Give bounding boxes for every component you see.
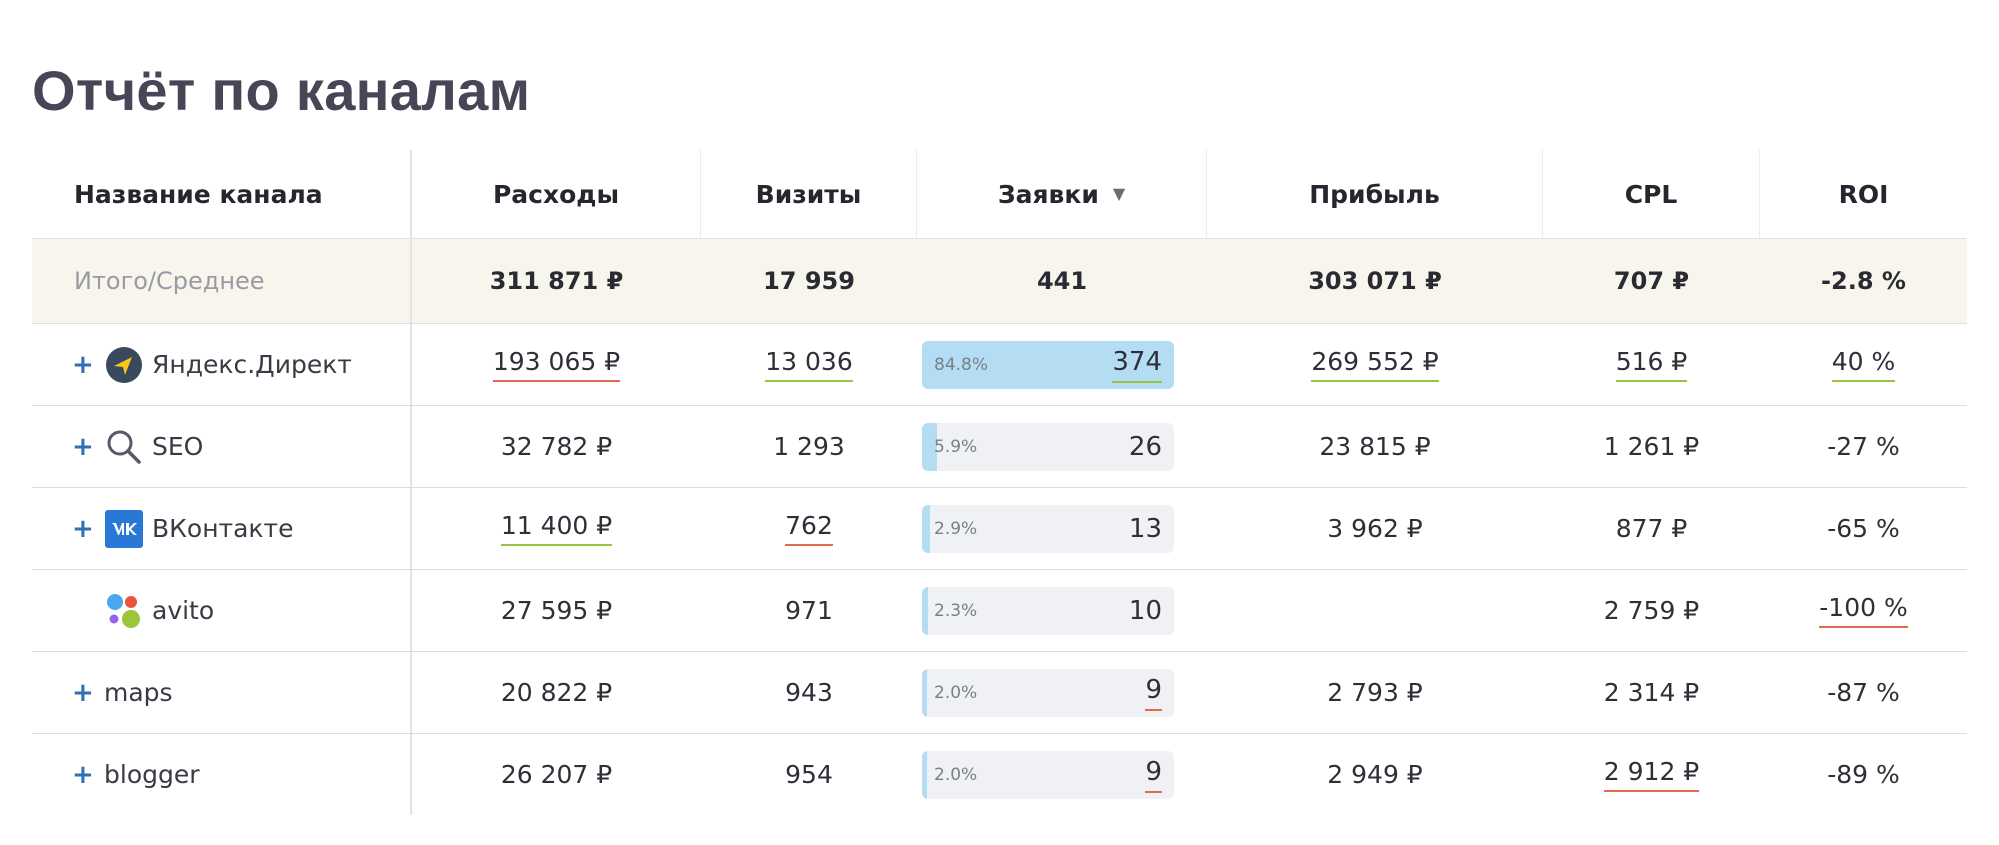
channel-cell: + blogger xyxy=(32,734,412,815)
leads-share-percent: 5.9% xyxy=(934,436,978,457)
channels-report-table: Название канала Расходы Визиты Заявки ▼ … xyxy=(32,150,1967,815)
expand-row-button[interactable]: + xyxy=(72,349,94,380)
leads-count: 10 xyxy=(1128,595,1162,626)
vk-logo-icon xyxy=(104,509,144,549)
column-header-roi[interactable]: ROI xyxy=(1838,179,1889,209)
channel-cell: + ВКонтакте xyxy=(32,488,412,569)
expand-row-button[interactable]: + xyxy=(72,759,94,790)
expand-row-button[interactable]: + xyxy=(72,431,94,462)
profit-value: 2 949 ₽ xyxy=(1327,760,1423,789)
cpl-value: 2 759 ₽ xyxy=(1603,596,1700,625)
leads-count: 13 xyxy=(1128,513,1162,544)
totals-row: Итого/Среднее 311 871 ₽ 17 959 441 303 0… xyxy=(32,239,1967,324)
table-row: avito 27 595 ₽ 971 2.3% 10 2 759 ₽ -100 … xyxy=(32,570,1967,652)
channel-name: maps xyxy=(104,678,173,707)
table-header-row: Название канала Расходы Визиты Заявки ▼ … xyxy=(32,150,1967,239)
roi-value[interactable]: -100 % xyxy=(1819,593,1908,628)
column-header-cpl[interactable]: CPL xyxy=(1543,150,1760,238)
channel-name: avito xyxy=(152,596,215,625)
profit-value: 23 815 ₽ xyxy=(1319,432,1431,461)
leads-count[interactable]: 374 xyxy=(1112,347,1162,383)
totals-roi: -2.8 % xyxy=(1821,267,1906,295)
visits-value: 1 293 xyxy=(773,432,845,461)
leads-share-bar: 2.0% 9 xyxy=(922,668,1174,717)
leads-share-bar: 5.9% 26 xyxy=(922,422,1174,471)
cpl-value: 877 ₽ xyxy=(1615,514,1688,543)
cpl-value: 1 261 ₽ xyxy=(1603,432,1700,461)
column-header-expenses[interactable]: Расходы xyxy=(412,150,701,238)
totals-leads: 441 xyxy=(1036,267,1088,295)
expenses-value[interactable]: 11 400 ₽ xyxy=(500,511,613,546)
leads-share-bar: 84.8% 374 xyxy=(922,340,1174,389)
yandex-direct-logo-icon xyxy=(104,345,144,385)
table-row: + blogger 26 207 ₽ 954 2.0% 9 2 949 ₽ 2 … xyxy=(32,734,1967,815)
leads-share-bar-fill xyxy=(922,422,938,471)
channel-name: Яндекс.Директ xyxy=(152,350,352,379)
roi-value: -65 % xyxy=(1827,514,1900,543)
leads-share-bar: 2.9% 13 xyxy=(922,504,1174,553)
avito-logo-icon xyxy=(104,591,144,631)
channel-name: blogger xyxy=(104,760,200,789)
search-icon xyxy=(104,427,144,467)
channel-cell: + maps xyxy=(32,652,412,733)
leads-count: 26 xyxy=(1128,431,1162,462)
roi-value: -27 % xyxy=(1827,432,1900,461)
expenses-value: 27 595 ₽ xyxy=(500,596,613,625)
profit-value[interactable]: 269 552 ₽ xyxy=(1311,347,1439,382)
leads-share-percent: 2.0% xyxy=(934,764,978,785)
sort-descending-icon[interactable]: ▼ xyxy=(1112,183,1126,203)
leads-share-bar-fill xyxy=(922,750,928,799)
totals-cpl: 707 ₽ xyxy=(1613,267,1690,295)
visits-value: 943 xyxy=(785,678,833,707)
profit-value: 3 962 ₽ xyxy=(1327,514,1423,543)
leads-share-percent: 2.0% xyxy=(934,682,978,703)
channel-name: SEO xyxy=(152,432,204,461)
column-header-visits[interactable]: Визиты xyxy=(701,150,917,238)
totals-label: Итого/Среднее xyxy=(32,239,412,323)
profit-value: 2 793 ₽ xyxy=(1327,678,1423,707)
expenses-value: 20 822 ₽ xyxy=(500,678,613,707)
cpl-value[interactable]: 2 912 ₽ xyxy=(1603,757,1700,792)
leads-share-percent: 84.8% xyxy=(934,354,989,375)
roi-value[interactable]: 40 % xyxy=(1831,347,1896,382)
totals-visits: 17 959 xyxy=(763,267,855,295)
leads-count[interactable]: 9 xyxy=(1145,675,1162,711)
column-header-leads[interactable]: Заявки ▼ xyxy=(917,150,1207,238)
visits-value[interactable]: 762 xyxy=(785,511,833,546)
table-row: + ВКонтакте 11 400 ₽ 762 2.9% 13 3 962 ₽… xyxy=(32,488,1967,570)
column-header-channel[interactable]: Название канала xyxy=(32,150,412,238)
leads-share-bar-fill xyxy=(922,504,930,553)
table-row: + SEO 32 782 ₽ 1 293 5.9% 26 23 815 ₽ 1 … xyxy=(32,406,1967,488)
cpl-value: 2 314 ₽ xyxy=(1603,678,1700,707)
column-header-leads-label: Заявки xyxy=(997,179,1099,209)
table-row: + maps 20 822 ₽ 943 2.0% 9 2 793 ₽ 2 314… xyxy=(32,652,1967,734)
roi-value: -87 % xyxy=(1827,678,1900,707)
leads-share-bar-fill xyxy=(922,668,928,717)
channel-cell: + Яндекс.Директ xyxy=(32,324,412,405)
roi-value: -89 % xyxy=(1827,760,1900,789)
leads-share-percent: 2.9% xyxy=(934,518,978,539)
leads-share-bar-fill xyxy=(922,586,929,635)
channel-cell: avito xyxy=(32,570,412,651)
page-title: Отчёт по каналам xyxy=(32,59,531,122)
expenses-value[interactable]: 193 065 ₽ xyxy=(492,347,621,382)
expand-row-button[interactable]: + xyxy=(72,677,94,708)
totals-profit: 303 071 ₽ xyxy=(1308,267,1442,295)
expenses-value: 32 782 ₽ xyxy=(500,432,613,461)
totals-expenses: 311 871 ₽ xyxy=(489,267,624,295)
cpl-value[interactable]: 516 ₽ xyxy=(1615,347,1688,382)
visits-value: 971 xyxy=(785,596,833,625)
expenses-value: 26 207 ₽ xyxy=(500,760,613,789)
table-row: + Яндекс.Директ 193 065 ₽ 13 036 84.8% 3… xyxy=(32,324,1967,406)
visits-value[interactable]: 13 036 xyxy=(765,347,853,382)
expand-row-button[interactable]: + xyxy=(72,513,94,544)
column-header-profit[interactable]: Прибыль xyxy=(1207,150,1543,238)
leads-share-bar: 2.3% 10 xyxy=(922,586,1174,635)
leads-share-bar: 2.0% 9 xyxy=(922,750,1174,799)
leads-share-percent: 2.3% xyxy=(934,600,978,621)
visits-value: 954 xyxy=(785,760,833,789)
leads-count[interactable]: 9 xyxy=(1145,757,1162,793)
channel-name: ВКонтакте xyxy=(152,514,294,543)
channel-cell: + SEO xyxy=(32,406,412,487)
